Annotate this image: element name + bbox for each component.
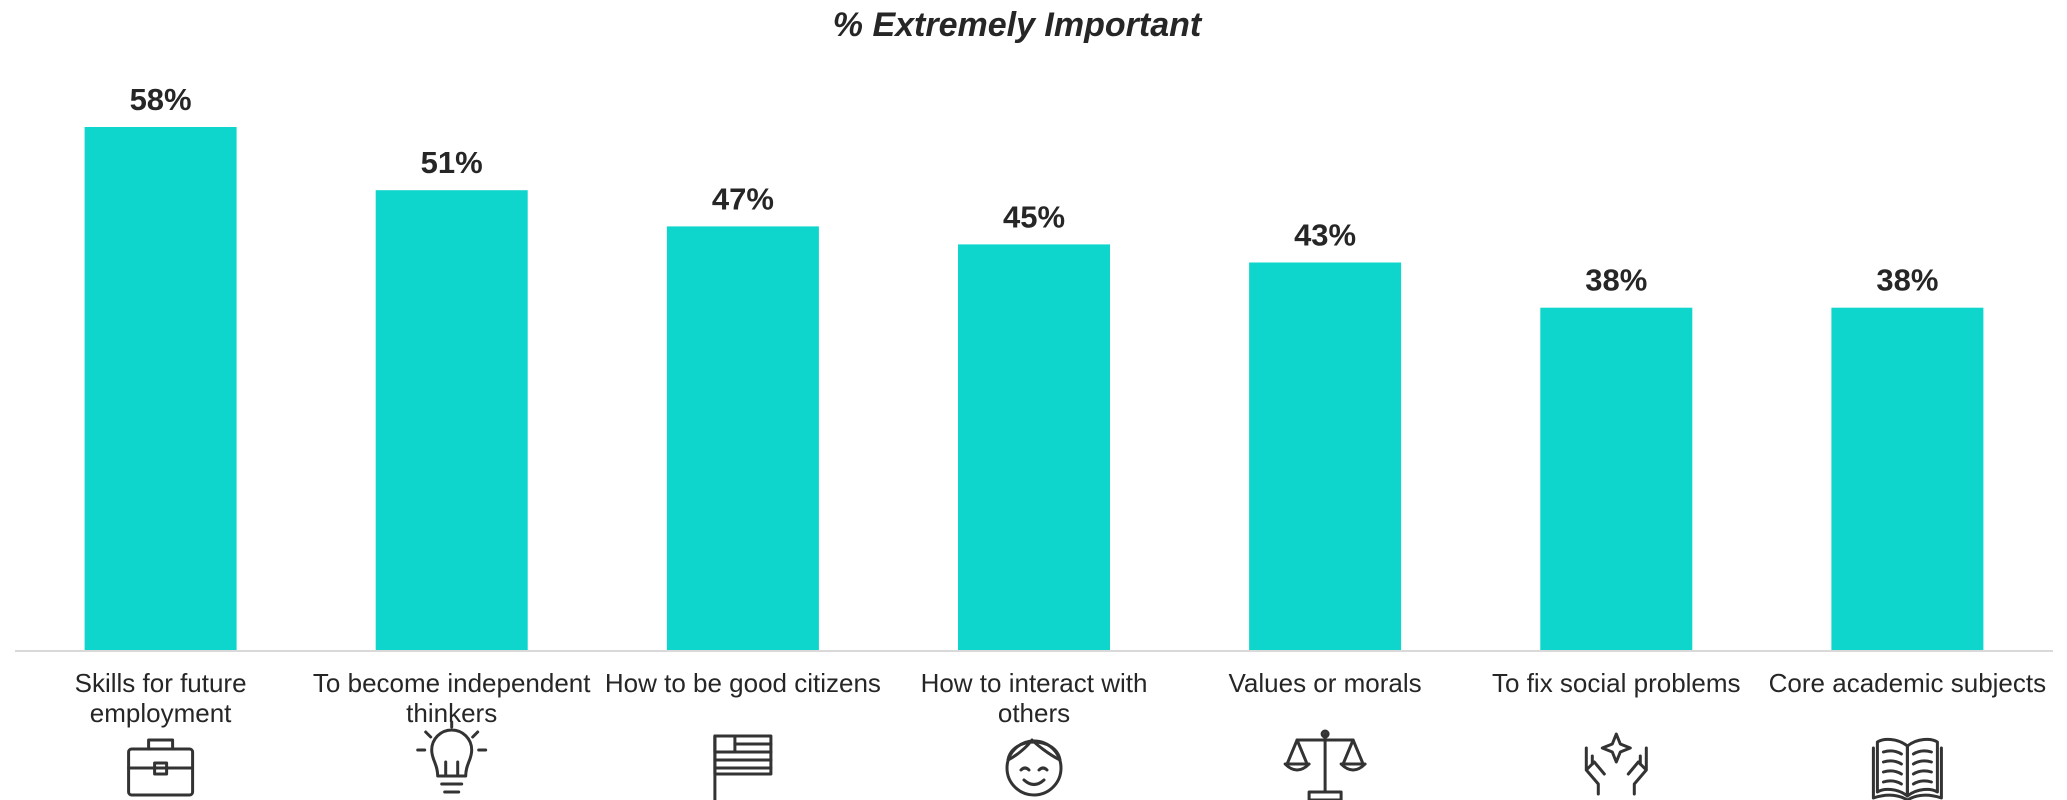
data-label-skills-for-future-employment: 58% xyxy=(130,82,192,117)
bars-layer xyxy=(84,127,1984,651)
data-label-how-to-interact-with-others: 45% xyxy=(1003,199,1065,234)
category-label-core-academic-subjects: Core academic subjects xyxy=(1769,668,2046,698)
category-label-how-to-interact-with-others: How to interact with others xyxy=(921,668,1148,728)
data-labels-layer: 58% 51% 47% 45% 43% 38% 38% xyxy=(130,82,1939,298)
data-label-core-academic-subjects: 38% xyxy=(1876,263,1938,298)
lightbulb-icon xyxy=(416,720,488,794)
data-label-how-to-be-good-citizens: 47% xyxy=(712,181,774,216)
category-label-values-or-morals: Values or morals xyxy=(1229,668,1422,698)
open-book-icon xyxy=(1871,737,1943,800)
data-label-values-or-morals: 43% xyxy=(1294,218,1356,253)
category-label-to-become-independent-thinkers: To become independent thinkers xyxy=(313,668,591,728)
flag-icon xyxy=(713,734,773,800)
icons-layer xyxy=(127,720,1943,800)
data-label-to-become-independent-thinkers: 51% xyxy=(421,145,483,180)
briefcase-icon xyxy=(127,738,195,797)
bar-how-to-be-good-citizens xyxy=(666,226,819,651)
category-labels-layer: Skills for future employment To become ind… xyxy=(75,668,2047,728)
bar-to-become-independent-thinkers xyxy=(375,190,528,651)
bar-how-to-interact-with-others xyxy=(958,244,1110,651)
bar-to-fix-social-problems xyxy=(1540,307,1693,651)
data-label-to-fix-social-problems: 38% xyxy=(1585,263,1647,298)
category-label-how-to-be-good-citizens: How to be good citizens xyxy=(605,668,881,698)
bar-skills-for-future-employment xyxy=(84,127,237,651)
scales-icon xyxy=(1283,729,1367,800)
category-label-skills-for-future-employment: Skills for future employment xyxy=(75,668,247,728)
smiling-face-icon xyxy=(1005,738,1063,797)
category-label-to-fix-social-problems: To fix social problems xyxy=(1492,668,1741,698)
bar-values-or-morals xyxy=(1249,262,1402,651)
caring-hands-icon xyxy=(1584,732,1648,796)
chart-title: % Extremely Important xyxy=(833,6,1203,44)
bar-core-academic-subjects xyxy=(1831,307,1984,651)
